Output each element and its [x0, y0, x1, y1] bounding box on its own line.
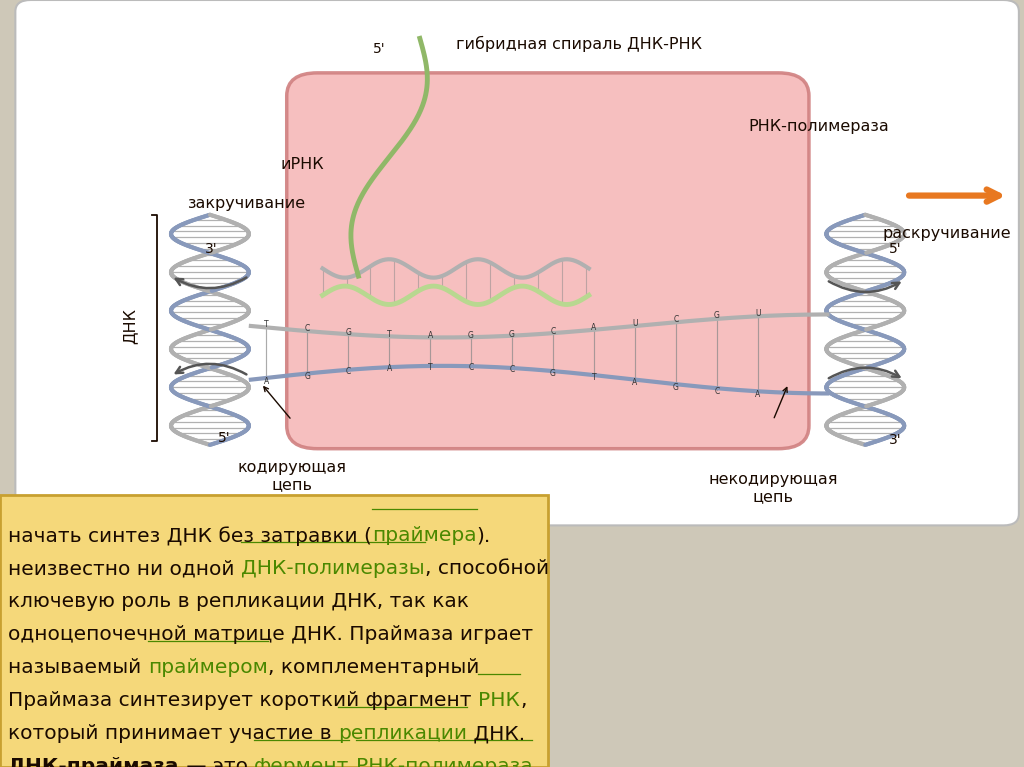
Text: A: A — [591, 323, 597, 332]
Text: репликации: репликации — [338, 724, 467, 743]
Text: 5': 5' — [889, 242, 901, 255]
Text: T: T — [387, 331, 391, 339]
Text: одноцепочечной матрице ДНК. Праймаза играет: одноцепочечной матрице ДНК. Праймаза игр… — [8, 625, 534, 644]
Text: C: C — [673, 314, 679, 324]
FancyBboxPatch shape — [0, 495, 548, 767]
Text: C: C — [509, 365, 515, 374]
Text: T: T — [428, 363, 432, 372]
Text: праймера: праймера — [372, 526, 477, 545]
Text: ,: , — [532, 757, 539, 767]
Text: ДНК: ДНК — [123, 308, 137, 344]
Text: A: A — [263, 377, 269, 386]
Text: называемый: называемый — [8, 658, 147, 677]
Text: T: T — [264, 320, 268, 329]
Text: G: G — [304, 372, 310, 380]
Text: C: C — [468, 364, 474, 372]
Text: Праймаза синтезирует короткий фрагмент: Праймаза синтезирует короткий фрагмент — [8, 691, 478, 710]
Text: A: A — [427, 331, 433, 341]
Text: фермент: фермент — [254, 757, 349, 767]
Text: ,: , — [520, 691, 526, 710]
Text: закручивание: закручивание — [186, 196, 305, 211]
Text: U: U — [632, 318, 638, 328]
Text: G: G — [714, 311, 720, 321]
Text: раскручивание: раскручивание — [883, 226, 1012, 242]
Text: , способной: , способной — [425, 559, 549, 578]
Text: РНК-полимераза: РНК-полимераза — [749, 119, 890, 134]
FancyBboxPatch shape — [287, 73, 809, 449]
Text: — это: — это — [179, 757, 254, 767]
Text: A: A — [386, 364, 392, 374]
Text: C: C — [304, 324, 310, 333]
Text: C: C — [345, 367, 351, 377]
Text: G: G — [345, 328, 351, 337]
Text: A: A — [755, 390, 761, 399]
Text: неизвестно ни одной: неизвестно ни одной — [8, 559, 241, 578]
Text: ДНК-праймаза: ДНК-праймаза — [8, 757, 179, 767]
Text: РНК: РНК — [478, 691, 520, 710]
Text: G: G — [509, 330, 515, 338]
Text: C: C — [714, 387, 720, 396]
Text: начать синтез ДНК без затравки (: начать синтез ДНК без затравки ( — [8, 526, 372, 546]
Text: РНК-полимераза: РНК-полимераза — [355, 757, 532, 767]
Text: ДНК-полимеразы: ДНК-полимеразы — [241, 559, 425, 578]
Text: 5': 5' — [218, 431, 230, 445]
Text: иРНК: иРНК — [281, 157, 324, 173]
Text: некодирующая
цепь: некодирующая цепь — [709, 472, 838, 504]
Text: 3': 3' — [889, 433, 901, 447]
Text: , комплементарный: , комплементарный — [267, 658, 479, 677]
Text: G: G — [468, 331, 474, 341]
FancyBboxPatch shape — [15, 0, 1019, 525]
Text: G: G — [673, 383, 679, 392]
Text: ключевую роль в репликации ДНК, так как: ключевую роль в репликации ДНК, так как — [8, 592, 469, 611]
Text: U: U — [755, 309, 761, 318]
Text: который принимает участие в: который принимает участие в — [8, 724, 338, 743]
Text: 5': 5' — [373, 42, 385, 56]
Text: 3': 3' — [205, 242, 217, 255]
Text: A: A — [632, 378, 638, 387]
Text: T: T — [592, 374, 596, 382]
Text: гибридная спираль ДНК-РНК: гибридная спираль ДНК-РНК — [456, 36, 701, 52]
Text: C: C — [550, 327, 556, 336]
Text: ДНК.: ДНК. — [467, 724, 525, 743]
Text: ).: ). — [477, 526, 490, 545]
Text: кодирующая
цепь: кодирующая цепь — [238, 460, 346, 492]
Text: праймером: праймером — [147, 658, 267, 677]
Text: G: G — [550, 369, 556, 378]
